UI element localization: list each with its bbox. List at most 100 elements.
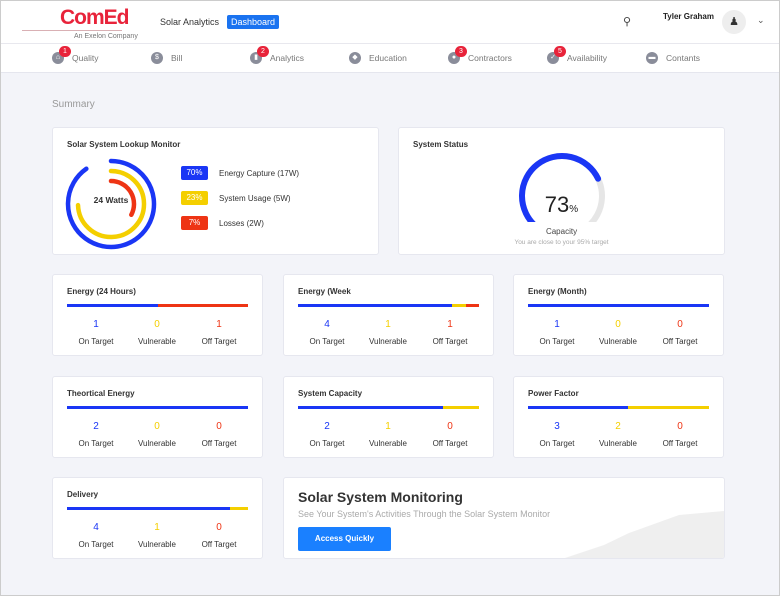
legend-label: System Usage (5W) xyxy=(219,193,291,203)
shield-icon: ◆ xyxy=(349,52,361,64)
stat-value: 2 xyxy=(615,421,621,432)
stat-card: Energy (Week 4 On Target 1 Vulnerable 1 Off Ta… xyxy=(283,274,494,356)
stat-label: On Target xyxy=(78,540,114,549)
stat-value: 4 xyxy=(324,319,330,330)
chevron-down-icon[interactable]: ⌄ xyxy=(757,15,765,25)
status-bar xyxy=(298,406,479,409)
ring-energy-capture xyxy=(65,158,157,250)
stat-label: On Target xyxy=(539,439,575,448)
stat-label: On Target xyxy=(78,439,114,448)
card-title: Solar System Lookup Monitor xyxy=(67,140,181,149)
stat-value: 1 xyxy=(93,319,99,330)
legend-item: 23% System Usage (5W) xyxy=(181,191,291,205)
stat-value: 2 xyxy=(93,421,99,432)
stat-value: 4 xyxy=(93,522,99,533)
avatar[interactable]: ♟ xyxy=(722,10,746,34)
bar-segment xyxy=(67,304,158,307)
monitoring-card: Solar System Monitoring See Your System'… xyxy=(283,477,725,559)
stat-label: Vulnerable xyxy=(369,337,407,346)
stat-value: 1 xyxy=(447,319,453,330)
card-title: System Status xyxy=(413,140,469,149)
stat-label: Off Target xyxy=(432,337,468,346)
box-icon: ▬ xyxy=(646,52,658,64)
status-bar xyxy=(298,304,479,307)
bar-segment xyxy=(627,406,709,409)
app-name: Solar Analytics xyxy=(160,17,220,27)
stat-label: Off Target xyxy=(662,439,698,448)
bar-segment xyxy=(442,406,479,409)
check-icon: ✓ 5 xyxy=(547,46,566,64)
stat-card: Delivery 4 On Target 1 Vulnerable 0 Off Target xyxy=(52,477,263,559)
background-mountain-shape xyxy=(565,511,724,558)
ring-losses xyxy=(108,178,137,218)
stat-value: 0 xyxy=(216,421,222,432)
stat-value: 1 xyxy=(154,522,160,533)
bar-segment xyxy=(466,304,479,307)
stat-label: Off Target xyxy=(432,439,468,448)
bar-segment xyxy=(298,406,443,409)
bar-segment xyxy=(528,304,709,307)
stat-card: Theortical Energy 2 On Target 0 Vulnerable 0 O… xyxy=(52,376,263,458)
stat-off: 1 Off Target xyxy=(420,319,480,346)
percent-pill: 7% xyxy=(181,216,208,230)
stat-vuln: 0 Vulnerable xyxy=(127,319,187,346)
stat-label: On Target xyxy=(309,337,345,346)
search-icon[interactable]: ⚲ xyxy=(623,16,632,28)
stat-on: 2 On Target xyxy=(66,421,126,448)
ring-system-usage xyxy=(75,168,147,240)
stat-label: On Target xyxy=(78,337,114,346)
stat-vuln: 0 Vulnerable xyxy=(588,319,648,346)
nav-item-education[interactable]: ◆ Education xyxy=(349,52,407,64)
bar-segment xyxy=(229,507,248,510)
legend-label: Losses (2W) xyxy=(219,218,264,228)
stat-value: 3 xyxy=(554,421,560,432)
capacity-gauge xyxy=(519,153,605,222)
stat-label: Off Target xyxy=(662,337,698,346)
stat-vuln: 1 Vulnerable xyxy=(127,522,187,549)
nav-item-quality[interactable]: ⌂ 1 Quality xyxy=(52,46,98,64)
stat-on: 4 On Target xyxy=(297,319,357,346)
status-bar xyxy=(528,406,709,409)
nav-item-analytics[interactable]: ▮ 2 Analytics xyxy=(250,46,305,64)
stat-label: Vulnerable xyxy=(138,337,176,346)
status-bar xyxy=(67,507,248,510)
nav-label: Analytics xyxy=(270,53,305,63)
main-nav: ⌂ 1 Quality $ Bill ▮ 2 Analytics ◆ Education ● 3 Con… xyxy=(0,44,780,73)
stat-label: On Target xyxy=(309,439,345,448)
nav-item-contractors[interactable]: ● 3 Contractors xyxy=(448,46,512,64)
user-name[interactable]: Tyler Graham xyxy=(663,12,714,21)
stat-value: 0 xyxy=(154,319,160,330)
stat-label: Off Target xyxy=(201,540,237,549)
stat-on: 1 On Target xyxy=(66,319,126,346)
gauge-fill xyxy=(519,153,602,222)
ring-chart xyxy=(65,158,157,250)
stat-value: 0 xyxy=(154,421,160,432)
chart-icon: ▮ 2 xyxy=(250,46,269,64)
nav-item-bill[interactable]: $ Bill xyxy=(151,52,182,64)
stat-off: 0 Off Target xyxy=(650,421,710,448)
nav-item-availability[interactable]: ✓ 5 Availability xyxy=(547,46,607,64)
stat-off: 0 Off Target xyxy=(420,421,480,448)
stat-value: 1 xyxy=(385,319,391,330)
stat-on: 4 On Target xyxy=(66,522,126,549)
logo-divider xyxy=(22,30,122,31)
nav-item-contants[interactable]: ▬ Contants xyxy=(646,52,700,64)
home-icon: ⌂ 1 xyxy=(52,46,71,64)
stat-label: On Target xyxy=(539,337,575,346)
access-quickly-button[interactable]: Access Quickly xyxy=(298,527,391,551)
stat-value: 1 xyxy=(385,421,391,432)
section-title: Summary xyxy=(52,99,95,110)
stat-off: 0 Off Target xyxy=(189,522,249,549)
monitoring-title: Solar System Monitoring xyxy=(298,489,463,505)
card-title: Energy (Month) xyxy=(528,287,587,296)
bar-segment xyxy=(298,304,452,307)
bar-segment xyxy=(67,406,248,409)
header: ComEd An Exelon Company Solar Analytics … xyxy=(0,0,780,44)
system-status-card: System Status 73% Capacity You are close… xyxy=(398,127,725,255)
notification-badge: 2 xyxy=(257,46,269,57)
ring-center-label: 24 Watts xyxy=(93,195,129,205)
dashboard-button[interactable]: Dashboard xyxy=(227,15,280,29)
monitoring-subtitle: See Your System's Activities Through the… xyxy=(298,509,551,519)
stat-label: Vulnerable xyxy=(369,439,407,448)
stat-vuln: 1 Vulnerable xyxy=(358,421,418,448)
